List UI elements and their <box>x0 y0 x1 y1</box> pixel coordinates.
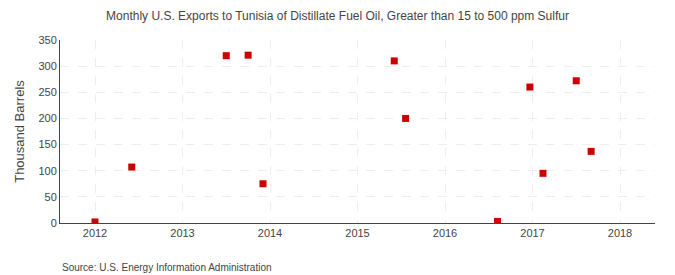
svg-text:200: 200 <box>38 112 56 124</box>
svg-text:Source: U.S. Energy Informatio: Source: U.S. Energy Information Administ… <box>62 262 272 273</box>
svg-text:150: 150 <box>38 138 56 150</box>
svg-text:2013: 2013 <box>170 227 194 239</box>
svg-text:2015: 2015 <box>345 227 369 239</box>
svg-text:2014: 2014 <box>258 227 282 239</box>
svg-text:250: 250 <box>38 86 56 98</box>
svg-text:350: 350 <box>38 34 56 46</box>
svg-text:50: 50 <box>45 191 57 203</box>
svg-text:2017: 2017 <box>520 227 544 239</box>
svg-text:300: 300 <box>38 60 56 72</box>
svg-text:2016: 2016 <box>433 227 457 239</box>
svg-text:Monthly U.S. Exports to Tunisi: Monthly U.S. Exports to Tunisia of Disti… <box>106 9 569 23</box>
svg-text:100: 100 <box>38 165 56 177</box>
svg-text:Thousand Barrels: Thousand Barrels <box>12 80 27 183</box>
svg-text:2012: 2012 <box>83 227 107 239</box>
svg-text:0: 0 <box>51 217 57 229</box>
svg-text:2018: 2018 <box>608 227 632 239</box>
